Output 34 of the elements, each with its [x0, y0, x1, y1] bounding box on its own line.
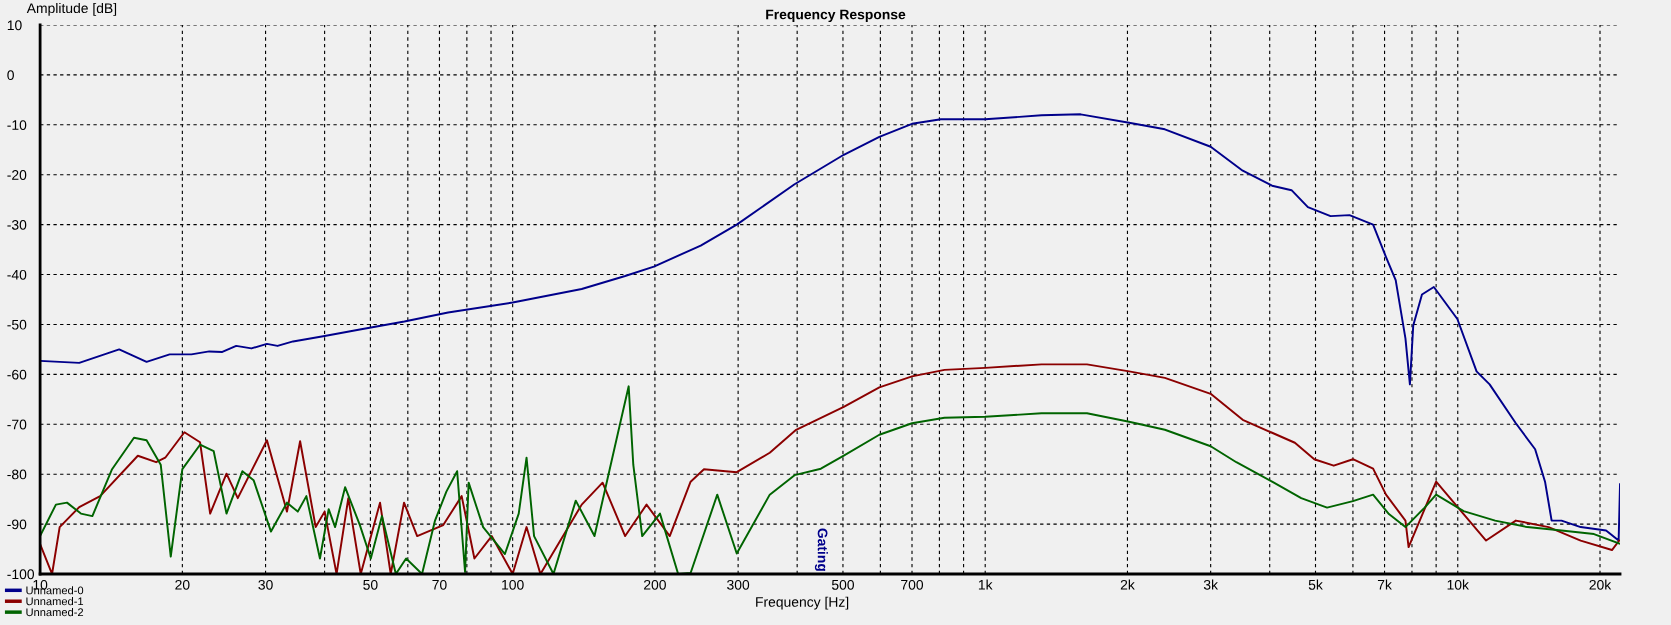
y-tick-label: -80 [7, 469, 27, 480]
x-tick-label: 100 [502, 579, 524, 590]
y-tick-label: -60 [7, 369, 27, 380]
x-tick-label: 5k [1308, 579, 1323, 590]
x-tick-label: 20 [175, 579, 190, 590]
x-tick-label: 20k [1589, 579, 1612, 590]
legend-label: Unnamed-1 [26, 597, 84, 606]
legend-label: Unnamed-2 [26, 607, 84, 617]
y-tick-label: -70 [7, 419, 27, 430]
x-tick-label: 1k [978, 579, 993, 590]
x-tick-label: 500 [831, 579, 854, 590]
y-axis-title: Amplitude [dB] [26, 2, 117, 16]
x-tick-label: 3k [1203, 579, 1219, 590]
y-tick-label: -10 [7, 120, 27, 130]
y-tick-label: -30 [7, 219, 27, 230]
x-tick-label: 10k [1447, 579, 1469, 590]
x-tick-label: 200 [644, 579, 666, 590]
x-tick-label: 700 [901, 579, 924, 590]
y-tick-label: -100 [7, 569, 35, 580]
x-tick-label: 70 [432, 579, 447, 590]
y-tick-label: 0 [7, 70, 14, 81]
y-tick-label: -20 [7, 170, 27, 180]
x-tick-label: 50 [363, 579, 378, 590]
x-axis-title: Frequency [Hz] [756, 596, 849, 610]
y-tick-label: -90 [7, 519, 27, 530]
y-tick-label: -40 [7, 269, 27, 280]
x-tick-label: 300 [727, 579, 750, 590]
annotation: Gating [814, 528, 828, 571]
y-tick-label: 10 [7, 20, 22, 31]
chart-title: Frequency Response [766, 9, 906, 23]
x-tick-label: 7k [1377, 579, 1392, 590]
x-tick-label: 30 [258, 579, 273, 590]
y-tick-label: -50 [7, 319, 27, 330]
x-tick-label: 2k [1120, 579, 1135, 590]
